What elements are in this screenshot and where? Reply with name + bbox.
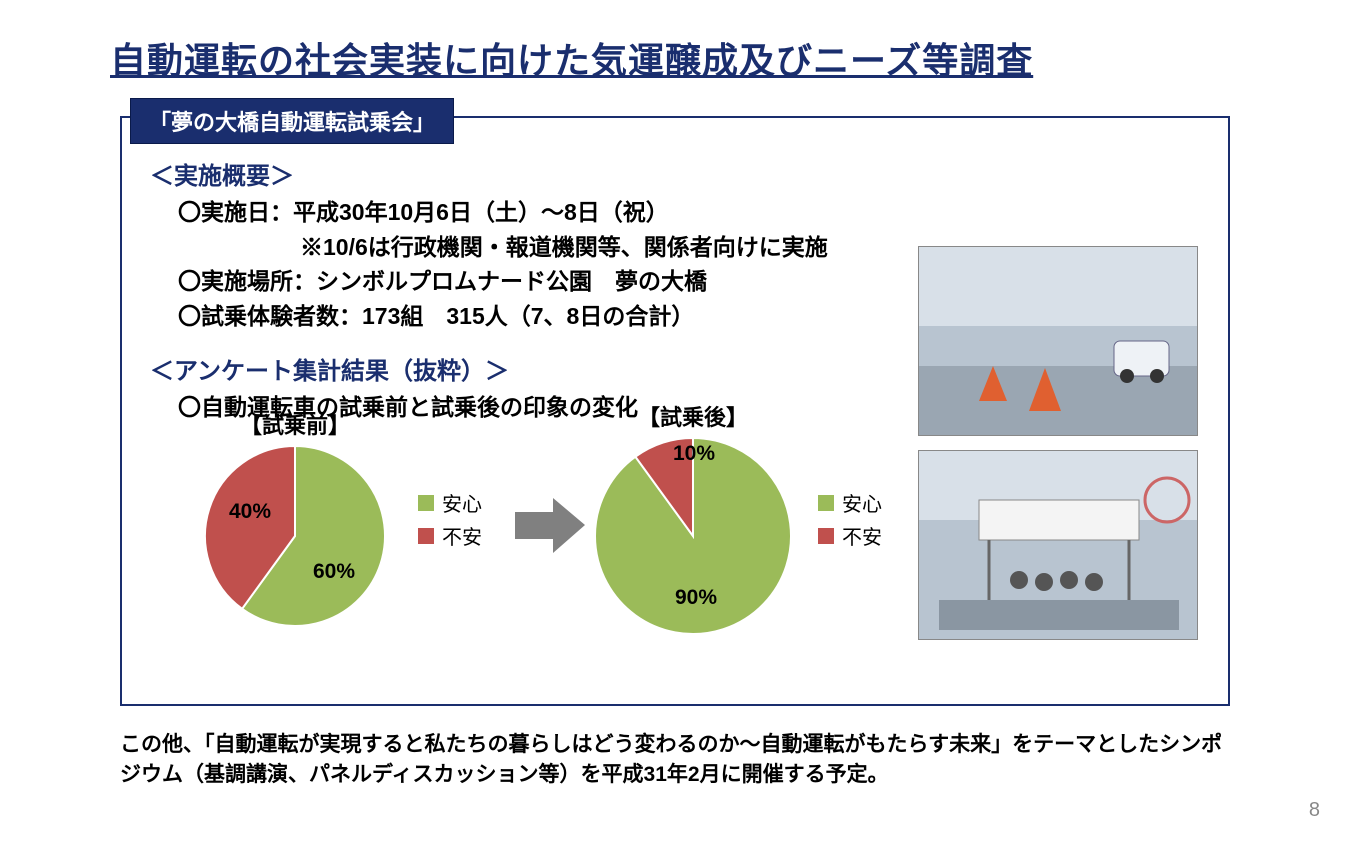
legend-before-row-2: 不安 <box>418 521 482 550</box>
legend-swatch-anshin-icon <box>818 495 834 511</box>
chart-before: 【試乗前】 60% 40% <box>205 408 385 631</box>
pie-after-label-fuan: 10% <box>673 442 715 466</box>
arrow-right-icon <box>515 498 585 553</box>
photo-test-ride <box>918 246 1198 436</box>
slide-title: 自動運転の社会実装に向けた気運醸成及びニーズ等調査 <box>110 32 1033 84</box>
pie-before: 60% 40% <box>205 446 385 631</box>
page-number: 8 <box>1309 799 1320 822</box>
pie-before-svg <box>205 446 385 626</box>
legend-swatch-fuan-icon <box>818 528 834 544</box>
legend-swatch-anshin-icon <box>418 495 434 511</box>
overview-heading: ＜実施概要＞ <box>150 156 1200 191</box>
content-box: ＜実施概要＞ 〇実施日：平成30年10月6日（土）〜8日（祝） ※10/6は行政… <box>120 116 1230 706</box>
footer-note: この他、「自動運転が実現すると私たちの暮らしはどう変わるのか〜自動運転がもたらす… <box>120 730 1230 791</box>
photo-placeholder-icon <box>919 246 1197 436</box>
legend-after-label-1: 安心 <box>842 488 882 517</box>
legend-swatch-fuan-icon <box>418 528 434 544</box>
pie-before-label-fuan: 40% <box>229 500 271 524</box>
chart-after: 【試乗後】 10% 90% <box>595 400 791 639</box>
legend-before: 安心 不安 <box>418 488 482 554</box>
pie-after: 10% 90% <box>595 438 791 639</box>
chart-after-title: 【試乗後】 <box>595 400 791 432</box>
legend-after: 安心 不安 <box>818 488 882 554</box>
photo-placeholder-icon <box>919 450 1197 640</box>
pie-after-label-anshin: 90% <box>675 586 717 610</box>
chart-before-title: 【試乗前】 <box>205 408 385 440</box>
legend-before-label-1: 安心 <box>442 488 482 517</box>
legend-after-row-2: 不安 <box>818 521 882 550</box>
legend-before-row-1: 安心 <box>418 488 482 517</box>
tab-label: 「夢の大橋自動運転試乗会」 <box>130 98 454 144</box>
legend-after-row-1: 安心 <box>818 488 882 517</box>
photo-tent-audience <box>918 450 1198 640</box>
legend-before-label-2: 不安 <box>442 521 482 550</box>
pie-before-label-anshin: 60% <box>313 560 355 584</box>
legend-after-label-2: 不安 <box>842 521 882 550</box>
overview-line-1: 〇実施日：平成30年10月6日（土）〜8日（祝） <box>178 195 1200 230</box>
charts-row: 【試乗前】 60% 40% 安心 不安 【試乗後】 <box>150 408 890 668</box>
